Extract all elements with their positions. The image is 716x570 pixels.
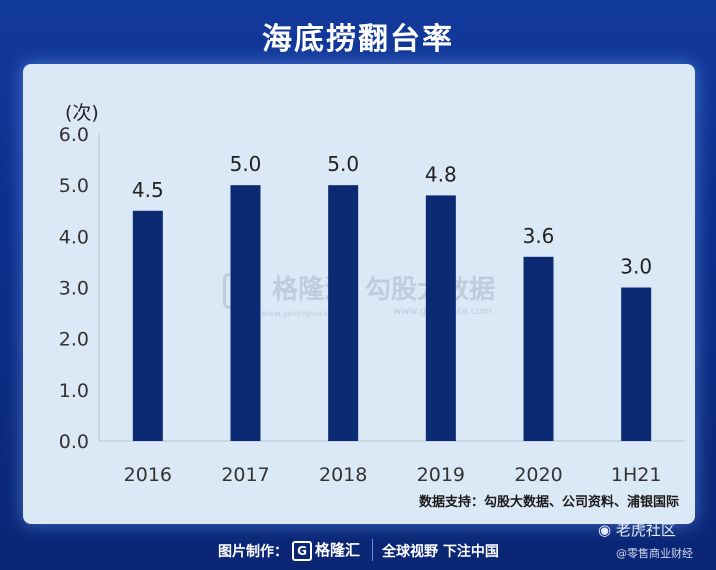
bar [230,185,261,441]
community-badge: ◉ 老虎社区 [598,519,676,540]
y-tick-label: 2.0 [59,329,89,351]
bar [523,256,554,441]
bar [425,195,456,441]
y-tick-label: 0.0 [59,431,89,453]
footer: 图片制作： G 格隆汇 全球视野 下注中国 ◉ 老虎社区 @零售商业财经 [0,521,716,570]
bar [621,287,652,441]
x-tick-label: 2017 [221,464,269,486]
y-tick-label: 3.0 [59,278,89,300]
made-by-label: 图片制作： [218,544,288,560]
y-tick-label: 5.0 [59,175,89,197]
data-label: 5.0 [230,152,262,176]
g-logo-icon: G [292,540,312,561]
data-label: 4.5 [132,178,164,202]
page-title: 海底捞翻台率 [262,22,454,57]
source-note: 数据支持：勾股大数据、公司资料、浦银国际 [418,495,679,510]
data-label: 3.0 [620,255,652,279]
y-tick-label: 6.0 [59,124,89,146]
data-label: 3.6 [523,224,555,248]
logo-text: 格隆汇 [315,541,361,559]
x-tick-label: 2019 [417,464,465,486]
watermark-gelonghui-url: www.gelonghui.com [261,308,342,318]
data-label: 4.8 [425,162,457,186]
tiger-icon: ◉ [598,521,616,539]
x-tick-label: 2020 [514,464,562,486]
data-label: 5.0 [327,152,359,176]
chart-card: (次) 格隆汇 www.gelonghui.com 勾股大数据 www.gogu… [23,64,695,524]
author-handle: @零售商业财经 [616,547,693,560]
y-tick-label: 1.0 [59,380,89,402]
footer-divider [372,539,373,561]
x-tick-label: 1H21 [611,464,662,486]
bar [328,185,359,441]
x-tick-label: 2016 [124,464,172,486]
gelonghui-logo: G 格隆汇 [292,539,360,561]
y-axis-unit-label: (次) [65,102,99,124]
community-label: 老虎社区 [615,521,676,539]
x-tick-label: 2018 [319,464,367,486]
slogan: 全球视野 下注中国 [382,544,499,560]
bar-chart: 0.0 1.0 2.0 3.0 4.0 5.0 6.0 4.5 2016 5.0 2017 5.0 20… [59,124,685,486]
y-tick-label: 4.0 [59,226,89,248]
bar [132,210,163,441]
